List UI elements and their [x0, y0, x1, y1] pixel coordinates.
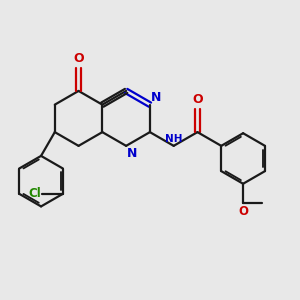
Text: N: N — [151, 91, 161, 103]
Text: N: N — [127, 147, 137, 160]
Text: NH: NH — [165, 134, 183, 144]
Text: O: O — [238, 205, 248, 218]
Text: Cl: Cl — [28, 187, 41, 200]
Text: O: O — [192, 93, 203, 106]
Text: O: O — [73, 52, 84, 65]
